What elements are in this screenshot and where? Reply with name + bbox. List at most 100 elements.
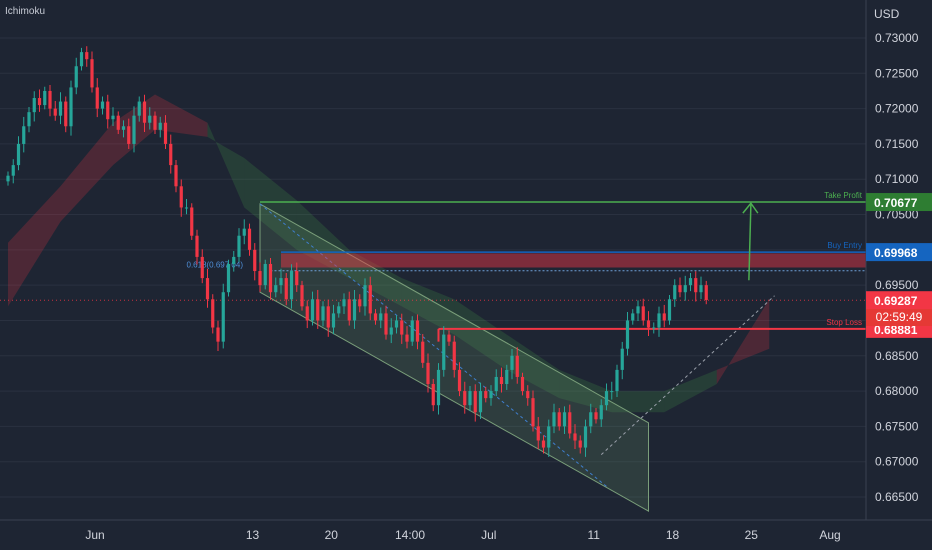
candle	[447, 334, 451, 342]
candle	[6, 175, 10, 182]
candle	[573, 433, 577, 441]
candle	[279, 278, 283, 286]
candle	[442, 334, 446, 370]
cloud-segment	[349, 249, 402, 307]
buy-entry-badge	[866, 243, 932, 262]
stop-loss-value: 0.68881	[874, 323, 918, 337]
time-axis: Jun 13 20 14:00 Jul 11 18 25 Aug	[0, 519, 932, 542]
resistance-zone	[281, 253, 866, 268]
cloud-segment	[664, 369, 717, 413]
candle	[22, 126, 26, 144]
trade-levels: Take Profit Buy Entry Stop Loss	[0, 191, 866, 342]
candle	[431, 384, 435, 406]
candle	[673, 285, 677, 300]
cloud-segment	[155, 94, 208, 137]
candle	[520, 376, 525, 392]
cloud-segment	[401, 278, 455, 335]
candle	[37, 98, 42, 106]
candle	[484, 391, 488, 399]
candle	[274, 285, 278, 293]
candle	[589, 412, 593, 427]
candle	[426, 362, 430, 385]
currency-label: USD	[874, 7, 900, 21]
candle	[295, 271, 299, 286]
indicator-label: Ichimoku	[5, 6, 46, 17]
candle	[331, 313, 336, 328]
candle	[268, 263, 273, 293]
candle	[300, 285, 304, 307]
candle	[148, 115, 152, 123]
price-tick-label: 0.67500	[875, 419, 919, 433]
candle	[163, 122, 168, 144]
candle	[547, 426, 551, 448]
candle	[531, 398, 535, 427]
price-tick-label: 0.69500	[875, 278, 919, 292]
candle	[142, 101, 147, 123]
candle	[615, 369, 619, 392]
candle	[620, 348, 624, 370]
price-tick-label: 0.71500	[875, 137, 919, 151]
candle	[237, 235, 241, 257]
candle	[652, 327, 656, 329]
candle	[326, 306, 330, 328]
candle	[694, 278, 698, 293]
candle	[604, 391, 609, 406]
candle	[43, 90, 47, 106]
candle	[90, 59, 94, 88]
ichimoku-cloud	[0, 37, 866, 498]
candle	[11, 165, 15, 176]
candle	[347, 299, 351, 321]
candle	[562, 412, 567, 427]
candle	[631, 313, 635, 321]
candle	[688, 278, 693, 286]
candle	[132, 115, 136, 144]
candle	[232, 256, 236, 264]
candle	[305, 306, 309, 321]
candle	[69, 87, 73, 127]
candle	[226, 263, 231, 293]
candle	[583, 426, 588, 448]
candle	[625, 320, 630, 349]
candle	[85, 52, 89, 60]
candle	[253, 249, 257, 272]
candle	[667, 299, 672, 321]
candle	[242, 228, 246, 236]
price-axis: 0.730000.725000.720000.715000.710000.705…	[865, 0, 932, 550]
candle	[216, 327, 220, 342]
fib-label: 0.618(0.697 04)	[187, 261, 244, 270]
candle	[337, 306, 341, 314]
time-tick-label: Jul	[481, 528, 496, 542]
candle	[127, 126, 131, 144]
candle	[190, 207, 194, 236]
candlesticks	[6, 46, 708, 457]
cloud-segment	[454, 299, 507, 370]
time-tick-label: Aug	[819, 528, 840, 542]
candle	[568, 412, 572, 434]
candle	[515, 355, 519, 377]
candle	[16, 143, 21, 166]
candle	[316, 299, 320, 321]
price-tick-label: 0.71000	[875, 172, 919, 186]
candle	[342, 299, 346, 307]
candle	[657, 313, 661, 328]
candle	[610, 391, 614, 393]
target-arrow	[748, 204, 752, 281]
level-name-buy-entry: Buy Entry	[827, 241, 862, 250]
candle	[578, 440, 582, 448]
candle	[384, 313, 388, 335]
candle	[100, 101, 105, 109]
candle	[641, 306, 645, 321]
level-name-take-profit: Take Profit	[824, 191, 863, 200]
candle	[379, 313, 383, 321]
candle	[457, 369, 462, 392]
candle	[158, 122, 162, 130]
candle	[289, 271, 294, 300]
cloud-segment	[60, 122, 113, 222]
time-tick-label: Jun	[85, 528, 104, 542]
candle	[536, 426, 540, 441]
price-tick-label: 0.73000	[875, 31, 919, 45]
candle	[263, 263, 267, 286]
candle	[258, 271, 262, 286]
